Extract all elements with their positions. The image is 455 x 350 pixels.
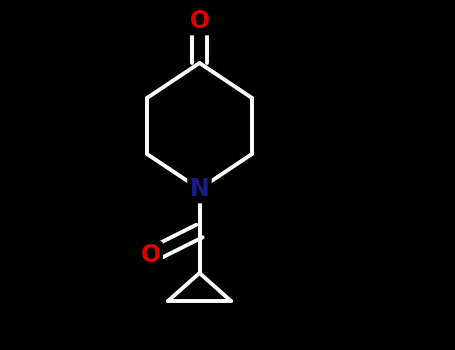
- Text: N: N: [190, 177, 209, 201]
- Text: O: O: [189, 9, 210, 33]
- Text: O: O: [141, 244, 161, 267]
